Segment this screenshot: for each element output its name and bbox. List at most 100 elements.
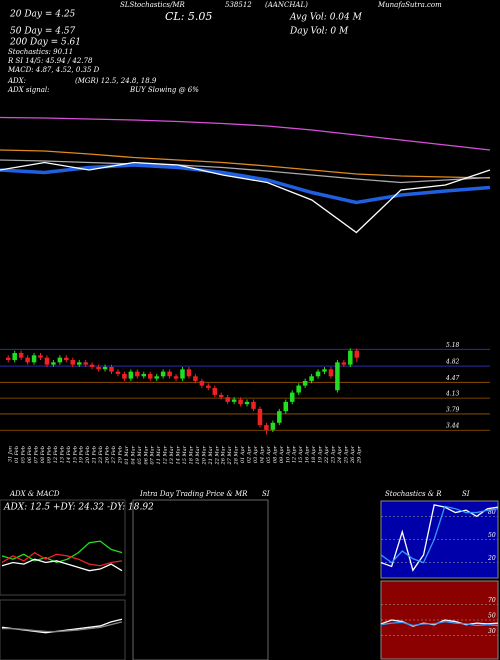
candle-body xyxy=(277,411,282,423)
candle-body xyxy=(109,366,114,372)
candle-body xyxy=(135,371,140,377)
y-tick-label: 50 xyxy=(488,613,496,620)
candle-body xyxy=(5,357,11,360)
x-tick-label: 01 Feb xyxy=(14,446,20,463)
series-line xyxy=(380,504,499,572)
candle-body xyxy=(147,373,153,379)
y-tick-label: 80 xyxy=(488,509,496,516)
series-line xyxy=(1,551,123,567)
candle-body xyxy=(18,353,24,358)
candle-body xyxy=(89,364,95,367)
candle-body xyxy=(12,353,17,360)
x-tick-label: 02 Apr xyxy=(247,445,253,463)
adx-readout: ADX: 12.5 +DY: 24.32 -DY: 18.92 xyxy=(3,503,154,513)
x-tick-label: 10 Apr xyxy=(285,445,291,463)
series-line xyxy=(0,163,491,205)
candle-body xyxy=(102,366,108,370)
stat: (MGR) 12.5, 24.8, 18.9 xyxy=(75,77,157,85)
panel-title: Stochastics & R xyxy=(385,490,442,498)
candle-body xyxy=(186,369,192,377)
y-tick-label: 50 xyxy=(488,532,496,539)
x-tick-label: 18 Mar xyxy=(188,445,194,464)
x-tick-label: 01 Mar xyxy=(124,445,130,464)
x-tick-label: 03 Apr xyxy=(253,445,259,463)
candle-body xyxy=(296,385,301,393)
series-line xyxy=(1,558,123,572)
y-tick-label: 4.82 xyxy=(445,359,460,366)
stat: MACD: 4.87, 4.52, 0.35 D xyxy=(7,66,100,74)
x-tick-label: 12 Feb xyxy=(53,446,59,463)
candle-body xyxy=(199,380,205,386)
x-tick-label: 08 Apr xyxy=(272,445,278,463)
candle-body xyxy=(83,362,88,365)
x-tick-label: 16 Apr xyxy=(305,445,311,463)
top-label: MunafaSutra.com xyxy=(377,1,442,9)
x-tick-label: 19 Mar xyxy=(195,445,201,464)
x-tick-label: 04 Apr xyxy=(259,445,265,463)
x-tick-label: 06 Feb xyxy=(27,446,33,463)
x-tick-label: 31 Jan xyxy=(8,446,14,462)
series-line xyxy=(0,161,491,234)
x-tick-label: 18 Apr xyxy=(311,445,317,463)
y-tick-label: 3.44 xyxy=(446,423,460,430)
x-tick-label: 15 Feb xyxy=(72,446,78,463)
x-tick-label: 26 Apr xyxy=(350,445,356,464)
y-tick-label: 5.18 xyxy=(446,342,460,349)
x-tick-label: 29 Apr xyxy=(356,445,362,464)
y-tick-label: 70 xyxy=(488,597,496,604)
x-tick-label: 23 Feb xyxy=(98,446,104,464)
candle-body xyxy=(193,376,198,381)
candle-body xyxy=(218,394,224,398)
x-tick-label: 29 Feb xyxy=(117,446,123,464)
x-tick-label: 05 Mar xyxy=(137,445,143,464)
x-tick-label: 07 Feb xyxy=(34,446,40,463)
candle-body xyxy=(328,369,334,377)
y-tick-label: 30 xyxy=(488,628,496,635)
stat: BUY Slowing @ 6% xyxy=(129,86,199,94)
panel-title: SI xyxy=(262,490,270,498)
candle-body xyxy=(264,425,269,430)
x-tick-label: 14 Feb xyxy=(66,446,72,463)
candle-body xyxy=(341,362,347,365)
stat: ADX: xyxy=(7,77,26,85)
series-line xyxy=(0,149,491,179)
x-tick-label: 15 Mar xyxy=(182,445,188,464)
candle-body xyxy=(335,362,340,391)
macd-panel xyxy=(0,599,126,660)
x-tick-label: 09 Feb xyxy=(46,446,52,463)
top-label: 538512 xyxy=(225,1,252,9)
top-label: (AANCHAL) xyxy=(265,1,308,9)
x-tick-label: 24 Apr xyxy=(337,445,343,464)
candle-body xyxy=(122,373,127,379)
candle-body xyxy=(141,373,147,377)
candle-body xyxy=(354,350,360,358)
candle-body xyxy=(231,399,237,402)
candle-body xyxy=(212,387,218,395)
avg-vol: Avg Vol: 0.04 M xyxy=(289,13,363,23)
candle-body xyxy=(64,357,69,360)
x-tick-label: 11 Mar xyxy=(156,445,162,464)
x-tick-label: 12 Mar xyxy=(163,445,169,464)
close-label: CL: 5.05 xyxy=(165,10,212,23)
x-tick-label: 13 Feb xyxy=(59,446,65,463)
candle-body xyxy=(38,355,43,358)
ma-label: 50 Day = 4.57 xyxy=(10,27,76,37)
candle-body xyxy=(96,366,101,370)
candle-body xyxy=(167,371,172,377)
candle-body xyxy=(302,380,308,386)
x-tick-label: 27 Feb xyxy=(111,446,117,464)
candle-body xyxy=(206,385,211,388)
day-vol: Day Vol: 0 M xyxy=(289,27,349,37)
y-tick-label: 4.47 xyxy=(445,375,460,382)
x-tick-label: 25 Apr xyxy=(343,445,349,464)
x-tick-label: 01 Apr xyxy=(240,445,246,463)
candle-body xyxy=(115,371,121,374)
candle-body xyxy=(251,401,256,409)
x-tick-label: 19 Apr xyxy=(318,445,324,463)
series-line xyxy=(380,620,499,627)
x-tick-label: 13 Mar xyxy=(169,445,175,464)
x-tick-label: 19 Feb xyxy=(79,446,85,463)
x-tick-label: 05 Apr xyxy=(266,445,272,463)
stat: ADX signal: xyxy=(7,86,49,94)
